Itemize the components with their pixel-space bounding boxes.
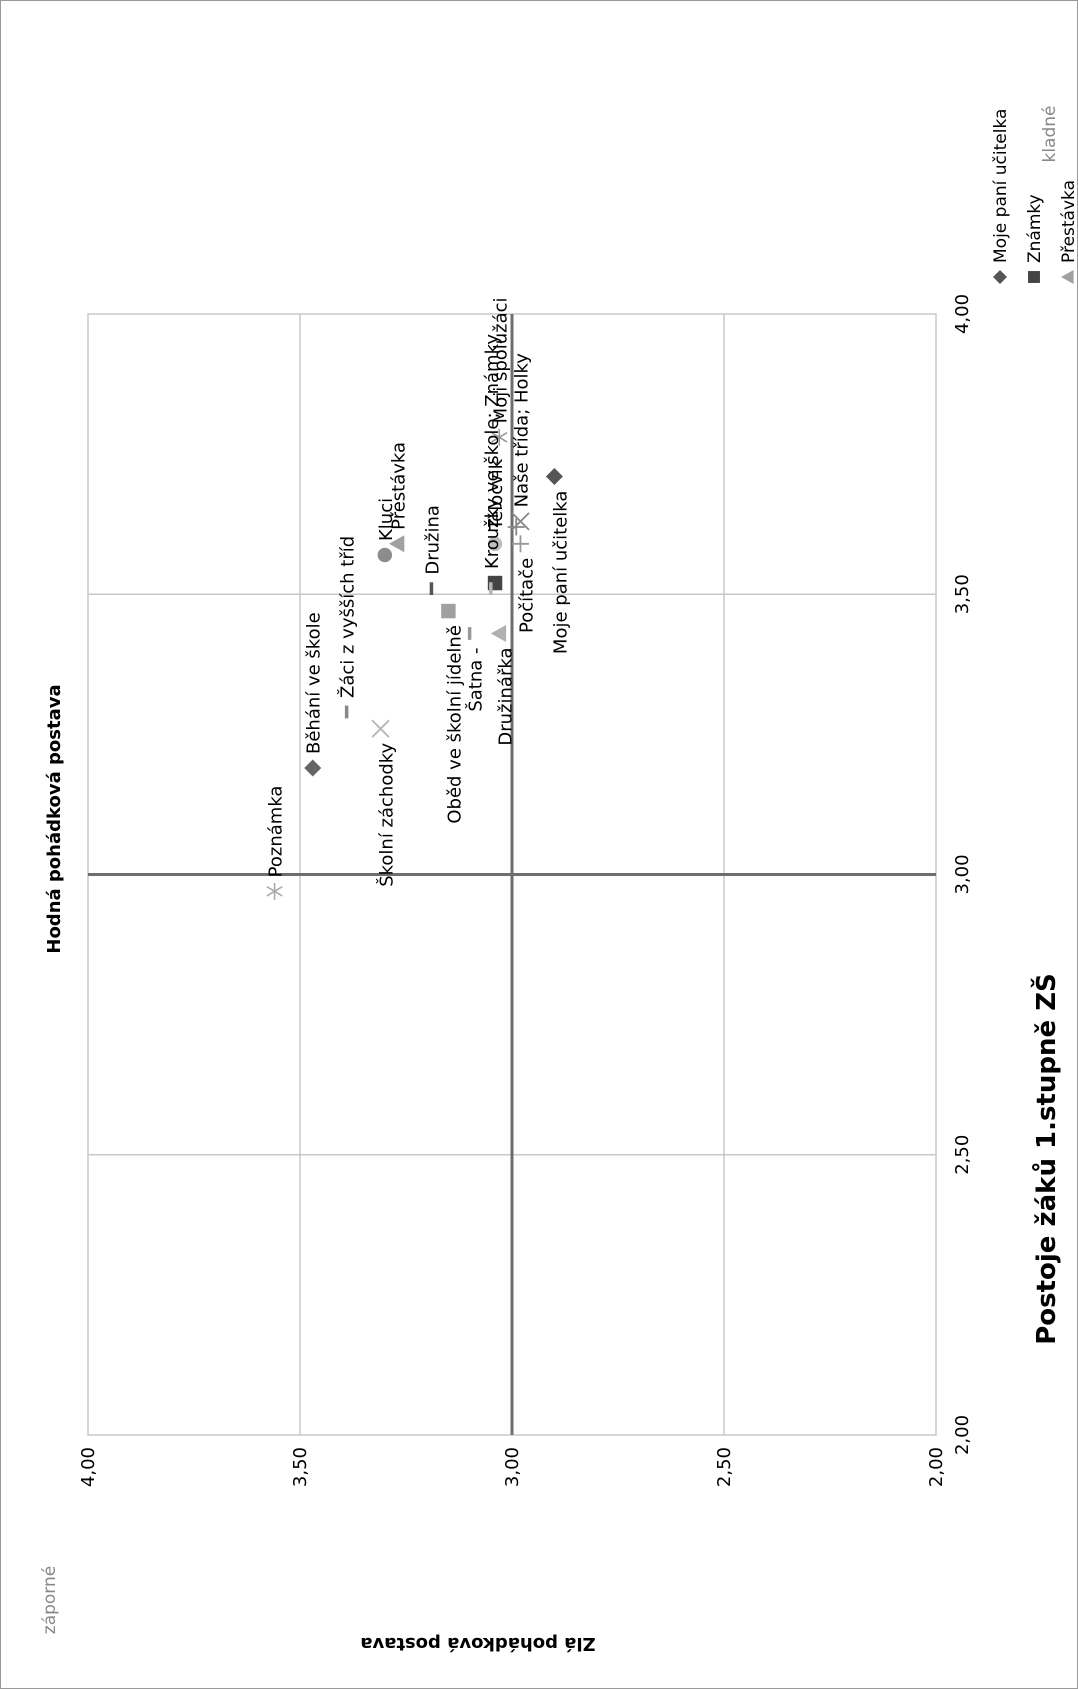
x-tick-label: 3,50 — [952, 574, 973, 614]
y-tick-label: 3,00 — [502, 1447, 523, 1487]
marker-x-stroke — [511, 512, 530, 531]
y-tick-label: 2,50 — [714, 1447, 735, 1487]
data-points — [266, 428, 563, 900]
point-label: Družina — [422, 505, 443, 575]
point-label: Běhání ve škole — [304, 612, 325, 754]
point-label: Oběd ve školní jídelně — [444, 625, 465, 824]
x-tick-label: 4,00 — [952, 294, 973, 334]
x-tick-label: 3,00 — [952, 854, 973, 894]
point-label: Poznámka — [266, 786, 287, 878]
point-label: Kroužky ve škole; Známky — [482, 334, 503, 569]
data-point — [507, 518, 525, 536]
y-tick-label: 4,00 — [78, 1447, 99, 1487]
point-label: Naše třída; Holky — [511, 353, 532, 508]
y-axis-label: Zlá pohádková postava — [360, 1633, 595, 1654]
marker-circle — [487, 536, 503, 552]
data-point — [441, 603, 456, 619]
data-point — [490, 624, 507, 642]
data-point — [266, 882, 283, 900]
corner-label-negative: záporné — [40, 1566, 60, 1634]
point-label: Počítače — [516, 558, 537, 633]
data-point — [511, 535, 529, 553]
legend-item-label: Přestávka — [1059, 180, 1078, 263]
marker-circle — [377, 547, 393, 563]
marker-diamond — [304, 759, 322, 777]
point-label: Šatna - — [465, 647, 487, 711]
marker-square — [441, 603, 456, 619]
marker-diamond — [993, 270, 1007, 284]
marker-triangle — [389, 535, 405, 553]
data-point — [545, 468, 563, 486]
point-label: Moje paní učitelka — [550, 491, 571, 655]
data-point — [491, 428, 508, 446]
reference-axes — [88, 314, 936, 1435]
marker-asterisk-stroke — [266, 885, 283, 897]
point-label: Školní záchodky — [376, 742, 398, 886]
data-point — [487, 536, 503, 552]
y-tick-label: 3,50 — [290, 1447, 311, 1487]
x-axis-label: Hodná pohádková postava — [44, 684, 65, 953]
point-label: Tělocvik — [486, 458, 507, 531]
legend-marker — [993, 270, 1007, 284]
corner-label-positive: kladné — [1040, 105, 1060, 162]
chart-title: Postoje žáků 1.stupně ZŠ — [1030, 973, 1062, 1345]
point-label: Kluci — [376, 498, 397, 541]
marker-x-stroke — [371, 719, 390, 738]
data-point — [304, 759, 322, 777]
marker-diamond — [545, 468, 563, 486]
point-label: Moji spolužáci — [490, 297, 511, 423]
point-label: Přestávka — [389, 442, 410, 530]
marker-triangle — [1061, 270, 1074, 284]
point-label: Družinářka — [495, 647, 516, 745]
data-point — [371, 719, 390, 738]
data-point — [389, 535, 405, 553]
y-tick-label: 2,00 — [926, 1447, 947, 1487]
point-label: Žáci z vyšších tříd — [337, 536, 359, 698]
point-labels: Moje paní učitelka Počítače Naše třída; Ho… — [266, 297, 572, 886]
legend: Moje paní učitelkaZnámkyPřestávkaNaše tř… — [991, 109, 1078, 284]
legend-marker — [1028, 271, 1040, 283]
x-tick-label: 2,50 — [952, 1135, 973, 1175]
data-point — [377, 547, 393, 563]
marker-triangle — [490, 624, 507, 642]
legend-item-label: Známky — [1025, 194, 1045, 263]
marker-asterisk-stroke — [491, 431, 508, 443]
legend-item-label: Moje paní učitelka — [991, 109, 1011, 263]
x-tick-label: 2,00 — [952, 1415, 973, 1455]
legend-marker — [1061, 270, 1074, 284]
tick-labels: 2,00 2,50 3,00 3,50 4,00 2,00 2,50 3,00 3,50 4,00 — [78, 294, 973, 1487]
marker-square — [1028, 271, 1040, 283]
